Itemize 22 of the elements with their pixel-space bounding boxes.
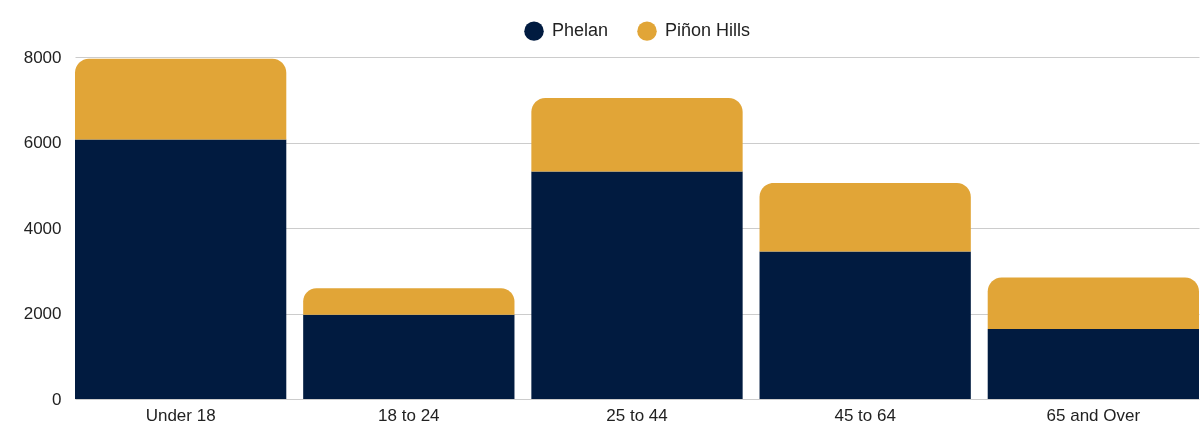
y-tick-label: 0 xyxy=(52,389,62,409)
y-tick-label: 4000 xyxy=(23,218,62,238)
bar xyxy=(759,251,971,399)
y-tick-label: 8000 xyxy=(23,47,62,67)
x-tick-label: 18 to 24 xyxy=(378,405,440,425)
x-tick-label: 25 to 44 xyxy=(606,405,668,425)
bar xyxy=(303,314,515,399)
legend-label: Piñon Hills xyxy=(665,20,751,41)
bar xyxy=(303,288,515,315)
y-tick-label: 2000 xyxy=(23,304,62,323)
legend-label: Phelan xyxy=(552,20,609,41)
bar xyxy=(531,171,743,399)
x-tick-label: Under 18 xyxy=(145,405,216,425)
bar xyxy=(75,58,287,140)
x-tick-label: 65 and Over xyxy=(1046,405,1141,425)
bar xyxy=(759,183,971,252)
x-tick-label: 45 to 64 xyxy=(834,405,896,425)
bar xyxy=(75,139,287,399)
bar xyxy=(531,98,743,172)
y-tick-label: 6000 xyxy=(23,133,62,152)
bar xyxy=(987,328,1199,399)
bar xyxy=(987,277,1199,329)
